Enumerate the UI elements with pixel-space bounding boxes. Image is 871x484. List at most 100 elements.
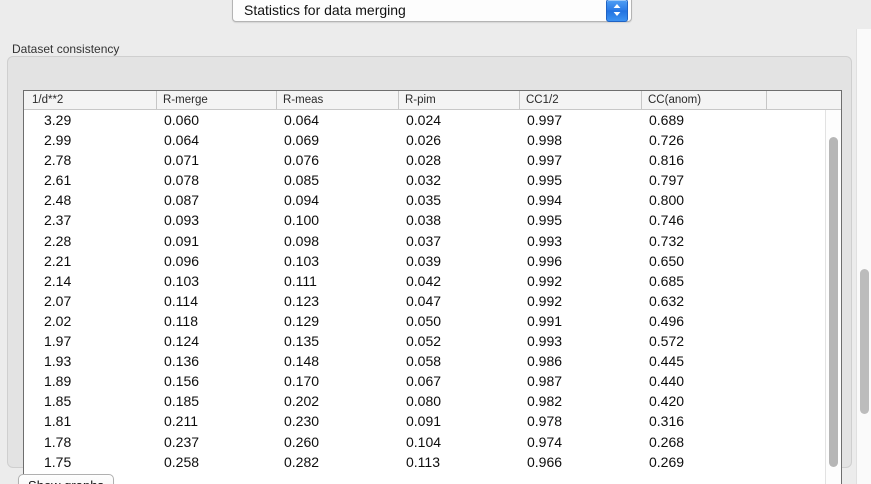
- table-cell: 0.685: [649, 272, 685, 289]
- table-cell: 0.185: [164, 393, 200, 410]
- table-cell: 0.986: [527, 353, 563, 370]
- table-cell: 0.572: [649, 333, 685, 350]
- view-selector-popup[interactable]: Statistics for data merging: [232, 0, 632, 22]
- table-cell: 1.85: [44, 393, 72, 410]
- table-cell: 2.48: [44, 192, 72, 209]
- table-cell: 0.992: [527, 272, 563, 289]
- column-header[interactable]: CC(anom): [641, 91, 766, 109]
- table-row[interactable]: 1.89 0.156 0.170 0.067 0.987 0.440: [24, 371, 841, 391]
- column-header[interactable]: CC1/2: [519, 91, 641, 109]
- up-down-chevron-icon[interactable]: [606, 0, 628, 22]
- table-cell: 0.124: [164, 333, 200, 350]
- table-cell: 2.02: [44, 312, 72, 329]
- table-cell: 0.136: [164, 353, 200, 370]
- table-cell: 0.816: [649, 152, 685, 169]
- table-scrollbar[interactable]: [825, 110, 841, 484]
- table-cell: 0.156: [164, 373, 200, 390]
- table-row[interactable]: 2.21 0.096 0.103 0.039 0.996 0.650: [24, 251, 841, 271]
- table-cell: 0.113: [406, 453, 440, 470]
- table-cell: 0.028: [406, 152, 442, 169]
- table-cell: 2.14: [44, 272, 72, 289]
- table-cell: 0.058: [406, 353, 442, 370]
- table-cell: 0.237: [164, 433, 200, 450]
- table-cell: 0.746: [649, 212, 685, 229]
- table-row[interactable]: 2.28 0.091 0.098 0.037 0.993 0.732: [24, 231, 841, 251]
- table-cell: 0.440: [649, 373, 685, 390]
- table-cell: 0.026: [406, 132, 442, 149]
- table-cell: 0.995: [527, 172, 563, 189]
- column-header[interactable]: R-meas: [276, 91, 398, 109]
- table-cell: 0.129: [284, 312, 320, 329]
- table-row[interactable]: 2.02 0.118 0.129 0.050 0.991 0.496: [24, 311, 841, 331]
- table-cell: 0.039: [406, 252, 442, 269]
- column-header[interactable]: R-merge: [156, 91, 276, 109]
- table-cell: 0.111: [284, 272, 317, 289]
- table-row[interactable]: 1.97 0.124 0.135 0.052 0.993 0.572: [24, 331, 841, 351]
- table-cell: 0.992: [527, 292, 563, 309]
- view-selector-wrapper: Statistics for data merging: [232, 0, 632, 22]
- table-cell: 0.103: [164, 272, 200, 289]
- table-cell: 0.726: [649, 132, 685, 149]
- table-cell: 0.997: [527, 112, 563, 128]
- window-scrollbar[interactable]: [856, 29, 871, 484]
- table-row[interactable]: 2.61 0.078 0.085 0.032 0.995 0.797: [24, 170, 841, 190]
- table-row[interactable]: 1.85 0.185 0.202 0.080 0.982 0.420: [24, 391, 841, 411]
- table-cell: 0.993: [527, 333, 563, 350]
- table-cell: 0.052: [406, 333, 442, 350]
- table-cell: 0.091: [406, 413, 442, 430]
- table-cell: 1.75: [44, 453, 72, 470]
- table-cell: 0.047: [406, 292, 442, 309]
- column-header[interactable]: [766, 91, 841, 109]
- table-cell: 0.094: [284, 192, 320, 209]
- table-cell: 0.258: [164, 453, 200, 470]
- table-cell: 0.096: [164, 252, 200, 269]
- table-cell: 3.29: [44, 112, 72, 128]
- table-cell: 0.038: [406, 212, 442, 229]
- table-cell: 2.99: [44, 132, 72, 149]
- table-cell: 0.064: [164, 132, 200, 149]
- table-row[interactable]: 3.29 0.060 0.064 0.024 0.997 0.689: [24, 110, 841, 130]
- column-header[interactable]: R-pim: [398, 91, 519, 109]
- toolbar: Statistics for data merging: [0, 0, 871, 30]
- window-scrollbar-thumb[interactable]: [860, 269, 869, 414]
- table-cell: 0.064: [284, 112, 320, 128]
- table-row[interactable]: 2.78 0.071 0.076 0.028 0.997 0.816: [24, 150, 841, 170]
- column-header[interactable]: 1/d**2: [32, 94, 64, 106]
- table-cell: 0.982: [527, 393, 563, 410]
- table-cell: 2.37: [44, 212, 72, 229]
- table-row[interactable]: 2.07 0.114 0.123 0.047 0.992 0.632: [24, 291, 841, 311]
- table-cell: 0.114: [164, 292, 198, 309]
- table-row[interactable]: 2.14 0.103 0.111 0.042 0.992 0.685: [24, 271, 841, 291]
- groupbox-label: Dataset consistency: [12, 42, 120, 56]
- table-row[interactable]: 2.99 0.064 0.069 0.026 0.998 0.726: [24, 130, 841, 150]
- table-cell: 0.732: [649, 232, 685, 249]
- table-row[interactable]: 1.81 0.211 0.230 0.091 0.978 0.316: [24, 411, 841, 431]
- show-graphs-button[interactable]: Show graphs: [18, 474, 114, 484]
- table-cell: 0.050: [406, 312, 442, 329]
- table-cell: 0.994: [527, 192, 563, 209]
- table-cell: 0.496: [649, 312, 685, 329]
- table-cell: 0.282: [284, 453, 320, 470]
- table-cell: 2.78: [44, 152, 72, 169]
- table-cell: 0.230: [284, 413, 320, 430]
- table-row[interactable]: 2.37 0.093 0.100 0.038 0.995 0.746: [24, 210, 841, 230]
- table-row[interactable]: 1.93 0.136 0.148 0.058 0.986 0.445: [24, 351, 841, 371]
- table-cell: 0.087: [164, 192, 200, 209]
- dataset-consistency-groupbox: 1/d**2 R-merge R-meas R-pim CC1/2 CC(anom) 3.…: [7, 56, 852, 484]
- table-cell: 0.170: [284, 373, 320, 390]
- table-cell: 0.797: [649, 172, 685, 189]
- table-cell: 0.032: [406, 172, 442, 189]
- table-cell: 0.995: [527, 212, 563, 229]
- table-cell: 1.97: [44, 333, 72, 350]
- table-cell: 0.202: [284, 393, 320, 410]
- table-row[interactable]: 1.75 0.258 0.282 0.113 0.966 0.269: [24, 452, 841, 472]
- table-scrollbar-thumb[interactable]: [829, 137, 838, 467]
- table-cell: 0.632: [649, 292, 685, 309]
- table-row[interactable]: 2.48 0.087 0.094 0.035 0.994 0.800: [24, 190, 841, 210]
- table-cell: 0.978: [527, 413, 563, 430]
- table-row[interactable]: 1.78 0.237 0.260 0.104 0.974 0.268: [24, 432, 841, 452]
- content-pane: Dataset consistency 1/d**2 R-merge R-meas R…: [0, 29, 871, 484]
- table-cell: 0.123: [284, 292, 320, 309]
- table-cell: 0.998: [527, 132, 563, 149]
